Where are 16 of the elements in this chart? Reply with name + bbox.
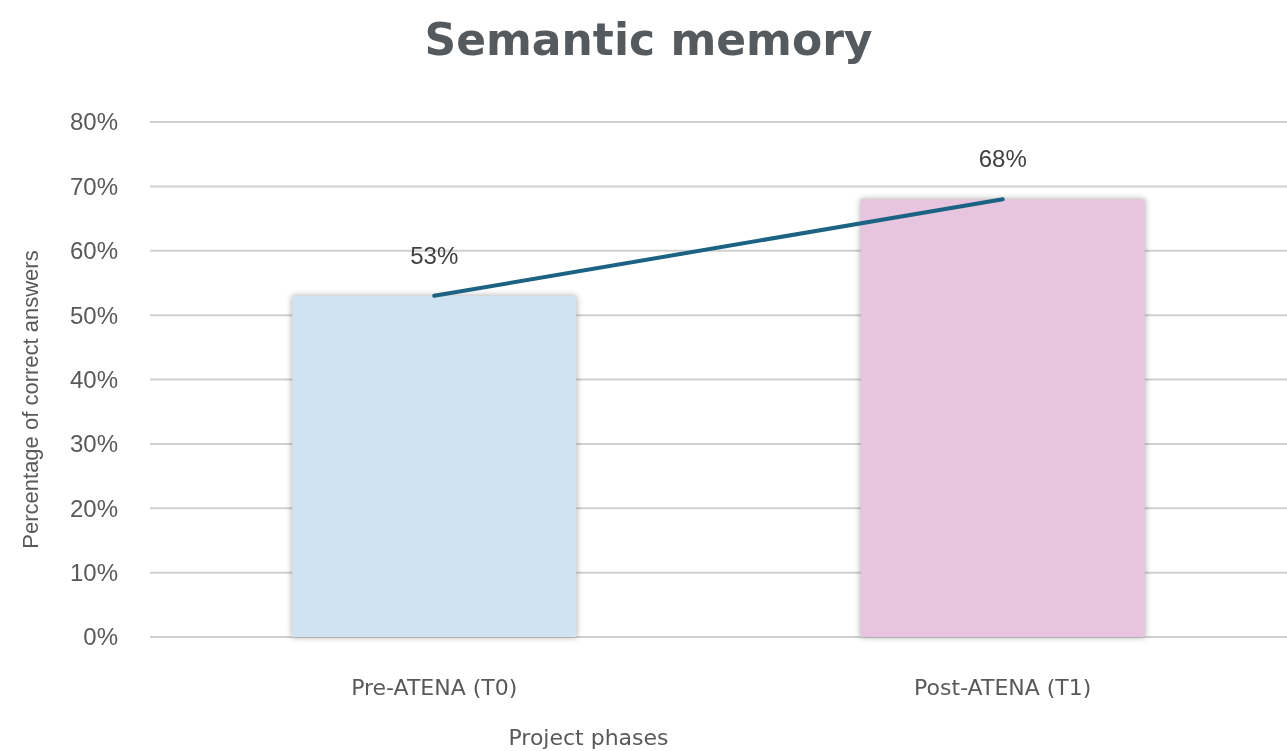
y-tick-label: 0%: [83, 623, 118, 651]
y-tick-label: 30%: [69, 430, 118, 458]
y-tick-label: 40%: [69, 365, 118, 393]
data-label: 53%: [410, 241, 459, 269]
x-tick-label: Pre-ATENA (T0): [351, 675, 518, 700]
y-axis-title: Percentage of correct answers: [18, 250, 43, 549]
x-axis-title: Project phases: [508, 725, 669, 750]
chart-title: Semantic memory: [424, 14, 873, 65]
y-tick-label: 20%: [69, 494, 118, 522]
y-tick-label: 80%: [69, 108, 118, 136]
y-tick-label: 10%: [69, 559, 118, 587]
data-label: 68%: [978, 145, 1027, 173]
x-tick-label: Post-ATENA (T1): [914, 675, 1092, 700]
y-tick-label: 70%: [69, 172, 118, 200]
y-tick-label: 50%: [69, 301, 118, 329]
y-tick-label: 60%: [69, 237, 118, 265]
